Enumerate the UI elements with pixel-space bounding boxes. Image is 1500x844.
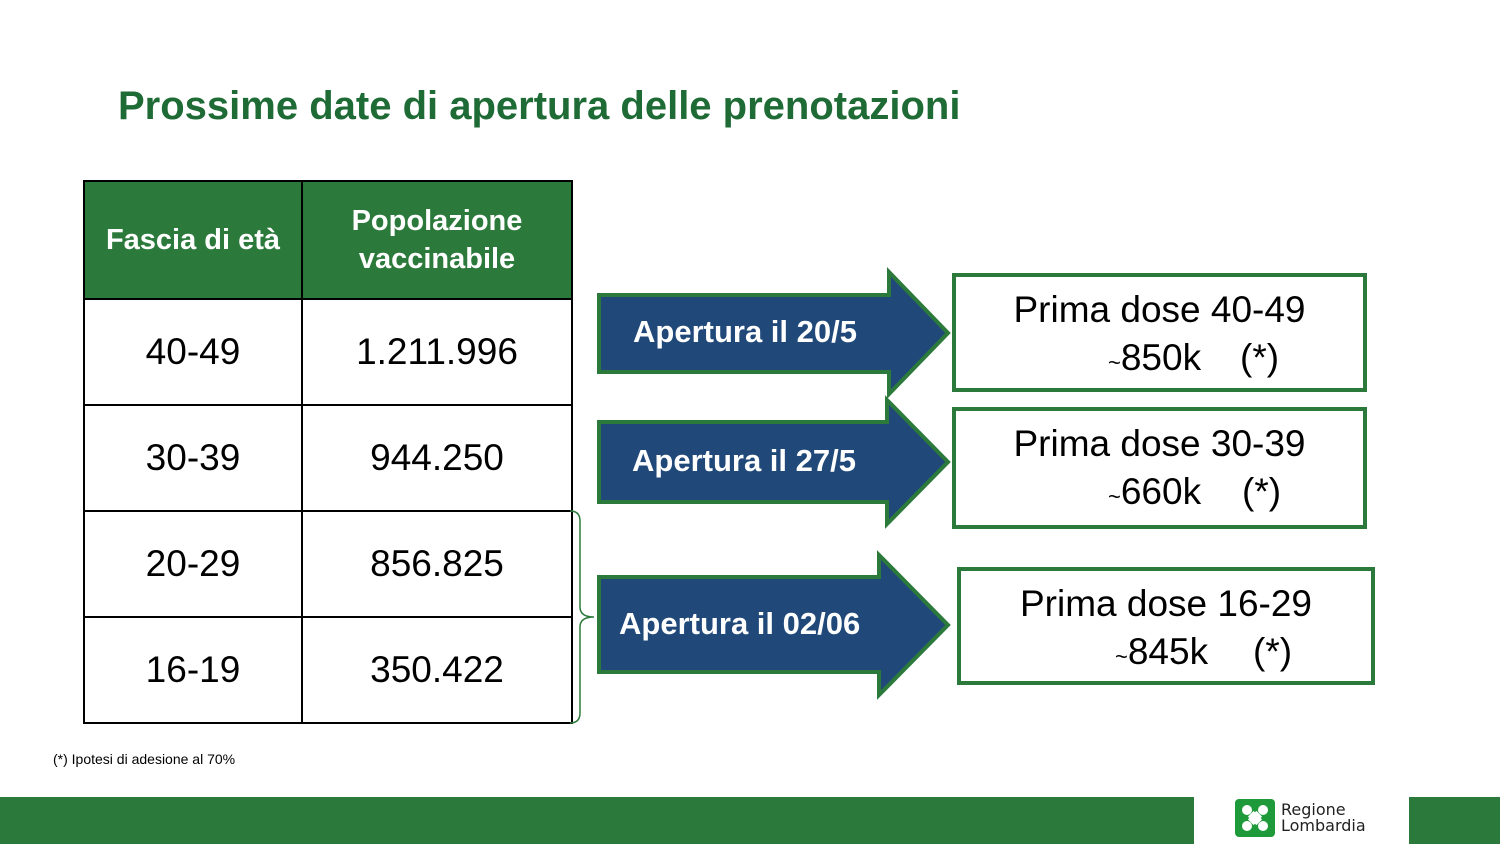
cell-population: 856.825 xyxy=(301,510,573,618)
footer-bar xyxy=(0,797,1194,844)
table-row: 40-49 1.211.996 xyxy=(83,298,573,406)
arrow-label: Apertura il 20/5 xyxy=(633,314,857,349)
logo-text: Regione Lombardia xyxy=(1281,800,1366,835)
brace-icon xyxy=(569,510,595,724)
dose-label: Prima dose 40-49 xyxy=(1013,289,1306,330)
cell-population: 350.422 xyxy=(301,616,573,724)
arrow-label: Apertura il 02/06 xyxy=(619,606,861,641)
table-row: 20-29 856.825 xyxy=(83,510,573,618)
dose-value: 850k xyxy=(1120,337,1202,378)
age-population-table: Fascia di età Popolazione vaccinabile 40… xyxy=(83,180,573,724)
dose-label: Prima dose 30-39 xyxy=(1013,423,1306,464)
dose-value: 660k xyxy=(1120,471,1202,512)
table-row: 30-39 944.250 xyxy=(83,404,573,512)
cell-age: 16-19 xyxy=(83,616,303,724)
header-population: Popolazione vaccinabile xyxy=(301,180,573,300)
dose-note: (*) xyxy=(1253,631,1293,672)
regione-lombardia-rose-icon xyxy=(1235,799,1275,837)
dose-value: 845k xyxy=(1127,631,1209,672)
cell-population: 944.250 xyxy=(301,404,573,512)
page-title: Prossime date di apertura delle prenotaz… xyxy=(118,84,961,128)
table-row: 16-19 350.422 xyxy=(83,616,573,724)
footnote: (*) Ipotesi di adesione al 70% xyxy=(53,751,236,767)
arrow-shape xyxy=(597,550,951,700)
arrow-shape xyxy=(597,267,951,399)
dose-note: (*) xyxy=(1240,337,1280,378)
cell-age: 30-39 xyxy=(83,404,303,512)
arrow-label: Apertura il 27/5 xyxy=(632,443,856,478)
header-age: Fascia di età xyxy=(83,180,303,300)
dose-note: (*) xyxy=(1242,471,1282,512)
cell-age: 20-29 xyxy=(83,510,303,618)
dose-box: Prima dose 40-49 ~850k (*) xyxy=(952,273,1367,392)
dose-box: Prima dose 30-39 ~660k (*) xyxy=(952,407,1367,529)
dose-label: Prima dose 16-29 xyxy=(1019,583,1313,624)
dose-box: Prima dose 16-29 ~845k (*) xyxy=(957,567,1375,685)
arrow-shape xyxy=(597,395,951,529)
cell-age: 40-49 xyxy=(83,298,303,406)
footer-bar-right xyxy=(1409,797,1500,844)
table-header: Fascia di età Popolazione vaccinabile xyxy=(83,180,573,300)
cell-population: 1.211.996 xyxy=(301,298,573,406)
